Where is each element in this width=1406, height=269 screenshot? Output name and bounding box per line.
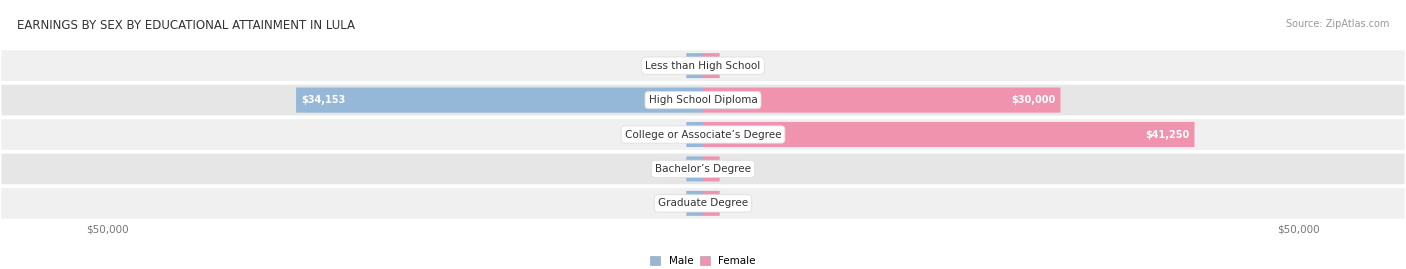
FancyBboxPatch shape — [0, 83, 1406, 117]
FancyBboxPatch shape — [686, 191, 703, 216]
FancyBboxPatch shape — [0, 49, 1406, 82]
Text: Less than High School: Less than High School — [645, 61, 761, 71]
FancyBboxPatch shape — [686, 122, 703, 147]
Text: $0: $0 — [723, 164, 734, 174]
FancyBboxPatch shape — [0, 187, 1406, 220]
Text: $0: $0 — [723, 198, 734, 208]
FancyBboxPatch shape — [703, 157, 720, 181]
FancyBboxPatch shape — [703, 191, 720, 216]
Legend: Male, Female: Male, Female — [645, 252, 761, 269]
Text: $0: $0 — [723, 61, 734, 71]
Text: $41,250: $41,250 — [1146, 129, 1189, 140]
FancyBboxPatch shape — [703, 122, 1195, 147]
FancyBboxPatch shape — [686, 53, 703, 78]
Text: High School Diploma: High School Diploma — [648, 95, 758, 105]
FancyBboxPatch shape — [0, 152, 1406, 186]
FancyBboxPatch shape — [686, 157, 703, 181]
FancyBboxPatch shape — [297, 87, 703, 113]
Text: $30,000: $30,000 — [1011, 95, 1056, 105]
Text: $0: $0 — [672, 61, 683, 71]
Text: Bachelor’s Degree: Bachelor’s Degree — [655, 164, 751, 174]
Text: EARNINGS BY SEX BY EDUCATIONAL ATTAINMENT IN LULA: EARNINGS BY SEX BY EDUCATIONAL ATTAINMEN… — [17, 19, 354, 32]
Text: $0: $0 — [672, 129, 683, 140]
Text: $34,153: $34,153 — [301, 95, 344, 105]
Text: Source: ZipAtlas.com: Source: ZipAtlas.com — [1285, 19, 1389, 29]
Text: $0: $0 — [672, 198, 683, 208]
FancyBboxPatch shape — [0, 118, 1406, 151]
FancyBboxPatch shape — [703, 53, 720, 78]
Text: College or Associate’s Degree: College or Associate’s Degree — [624, 129, 782, 140]
Text: $0: $0 — [672, 164, 683, 174]
FancyBboxPatch shape — [703, 87, 1060, 113]
Text: Graduate Degree: Graduate Degree — [658, 198, 748, 208]
